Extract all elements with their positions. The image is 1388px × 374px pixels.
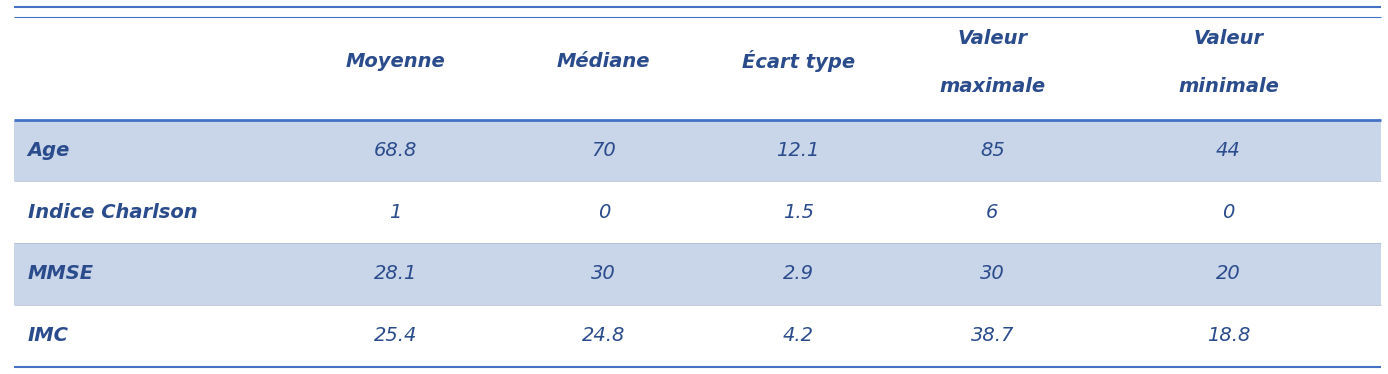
Text: IMC: IMC: [28, 326, 68, 345]
Bar: [14, 243, 1381, 305]
Text: 30: 30: [980, 264, 1005, 283]
Text: MMSE: MMSE: [28, 264, 94, 283]
Text: 0: 0: [1223, 203, 1234, 222]
Text: 85: 85: [980, 141, 1005, 160]
Text: 1: 1: [390, 203, 401, 222]
Text: 68.8: 68.8: [373, 141, 418, 160]
Text: 4.2: 4.2: [783, 326, 813, 345]
Text: 20: 20: [1216, 264, 1241, 283]
Text: 2.9: 2.9: [783, 264, 813, 283]
Text: 12.1: 12.1: [776, 141, 820, 160]
Text: Écart type: Écart type: [741, 50, 855, 72]
Text: 44: 44: [1216, 141, 1241, 160]
Text: 38.7: 38.7: [970, 326, 1015, 345]
Bar: [14, 120, 1381, 181]
Text: Médiane: Médiane: [557, 52, 651, 71]
Text: Valeur: Valeur: [958, 30, 1027, 48]
Text: Indice Charlson: Indice Charlson: [28, 203, 197, 222]
Text: 28.1: 28.1: [373, 264, 418, 283]
Text: 70: 70: [591, 141, 616, 160]
Text: 25.4: 25.4: [373, 326, 418, 345]
Text: 30: 30: [591, 264, 616, 283]
Text: 18.8: 18.8: [1206, 326, 1251, 345]
Text: Age: Age: [28, 141, 71, 160]
Text: 24.8: 24.8: [582, 326, 626, 345]
Text: Valeur: Valeur: [1194, 30, 1263, 48]
Text: 6: 6: [987, 203, 998, 222]
Text: minimale: minimale: [1178, 77, 1278, 95]
Text: maximale: maximale: [940, 77, 1045, 95]
Text: 1.5: 1.5: [783, 203, 813, 222]
Text: 0: 0: [598, 203, 609, 222]
Text: Moyenne: Moyenne: [346, 52, 446, 71]
